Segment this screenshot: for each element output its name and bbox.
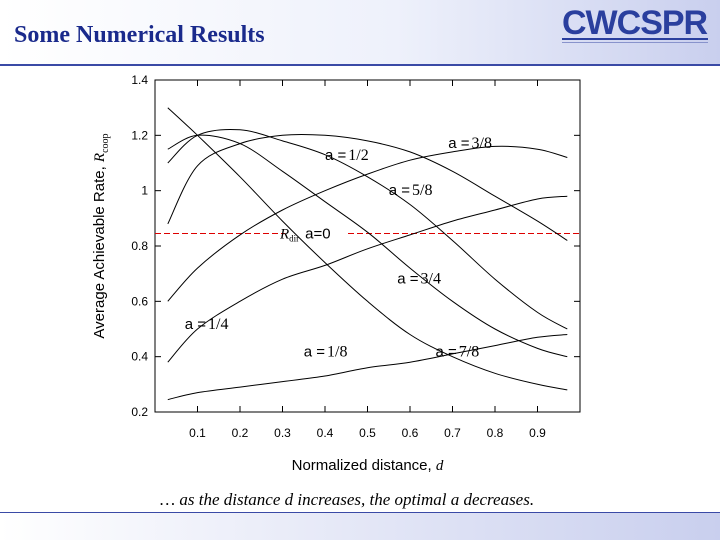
x-tick-label: 0.7	[444, 426, 461, 440]
y-tick-label: 1.2	[131, 128, 148, 142]
label-a-1-8: a = 1/8	[304, 344, 348, 361]
logo-tagline	[562, 42, 708, 43]
label-a-7-8: a = 7/8	[436, 344, 480, 361]
footer-rule	[0, 512, 720, 513]
curve-a-1-4	[167, 195, 568, 363]
curve-a-1-8	[167, 334, 568, 401]
logo-wordmark: CWCSPR	[562, 4, 709, 42]
label-a-3-4: a = 3/4	[397, 270, 441, 287]
curve-a-3-4	[167, 134, 568, 358]
logo-underline	[562, 38, 708, 40]
x-tick-label: 0.5	[359, 426, 376, 440]
header-band	[0, 0, 720, 64]
x-tick-label: 0.9	[529, 426, 546, 440]
y-tick-label: 0.4	[131, 350, 148, 364]
curve-a-5-8	[167, 129, 568, 330]
x-tick-label: 0.2	[232, 426, 249, 440]
curve-a-3-8	[167, 145, 568, 302]
label-a-3-8: a = 3/8	[448, 135, 492, 152]
y-tick-label: 1	[141, 184, 148, 198]
y-tick-label: 0.6	[131, 294, 148, 308]
logo-text: CWCSPR	[562, 4, 708, 42]
curve-a-7-8	[167, 107, 568, 391]
x-axis-title: Normalized distance, d	[292, 457, 444, 474]
x-tick-label: 0.8	[487, 426, 504, 440]
header-rule	[0, 64, 720, 66]
y-tick-label: 1.4	[131, 73, 148, 87]
x-tick-label: 0.4	[317, 426, 334, 440]
y-tick-label: 0.8	[131, 239, 148, 253]
y-tick-label: 0.2	[131, 405, 148, 419]
x-tick-label: 0.1	[189, 426, 206, 440]
label-a-1-2: a = 1/2	[325, 147, 369, 164]
cwcspr-logo: CWCSPR	[562, 4, 709, 43]
footer-band	[0, 512, 720, 540]
y-axis-title: Average Achievable Rate, Rcoop	[91, 133, 111, 338]
label-a-1-4: a = 1/4	[185, 316, 229, 333]
slide-title: Some Numerical Results	[14, 22, 265, 48]
reference-label: Rdir a=0	[279, 226, 331, 244]
slide-caption: … as the distance d increases, the optim…	[160, 490, 535, 509]
curve-a-1-2	[167, 133, 568, 241]
x-tick-label: 0.6	[402, 426, 419, 440]
x-tick-label: 0.3	[274, 426, 291, 440]
label-a-5-8: a = 5/8	[389, 182, 433, 199]
